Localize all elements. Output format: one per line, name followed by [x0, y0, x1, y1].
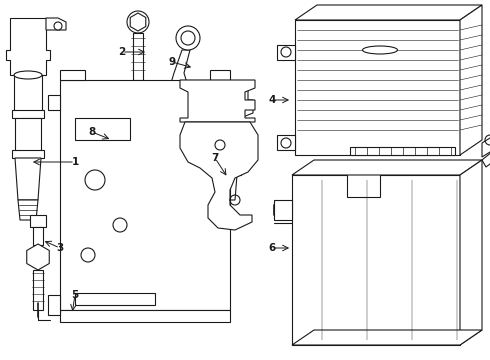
- Polygon shape: [277, 45, 295, 60]
- Polygon shape: [33, 227, 43, 245]
- Polygon shape: [295, 20, 460, 155]
- Polygon shape: [168, 50, 190, 113]
- Circle shape: [54, 22, 62, 30]
- Polygon shape: [27, 244, 49, 270]
- Text: 8: 8: [88, 127, 96, 137]
- Polygon shape: [48, 95, 60, 110]
- Polygon shape: [274, 200, 292, 220]
- Polygon shape: [218, 120, 238, 175]
- Polygon shape: [15, 118, 41, 155]
- Text: 1: 1: [72, 157, 78, 167]
- Polygon shape: [292, 330, 482, 345]
- Polygon shape: [210, 70, 230, 80]
- Ellipse shape: [14, 71, 42, 79]
- Polygon shape: [12, 150, 44, 158]
- Polygon shape: [33, 270, 43, 310]
- Polygon shape: [6, 18, 50, 75]
- Polygon shape: [15, 158, 41, 200]
- Text: 3: 3: [56, 243, 64, 253]
- Polygon shape: [350, 147, 455, 155]
- Bar: [75, 118, 130, 140]
- Polygon shape: [215, 165, 241, 175]
- Polygon shape: [203, 85, 253, 120]
- Text: 9: 9: [169, 57, 175, 67]
- Circle shape: [181, 31, 195, 45]
- Polygon shape: [295, 5, 482, 20]
- Polygon shape: [130, 13, 146, 31]
- Polygon shape: [180, 80, 255, 122]
- Text: 7: 7: [211, 153, 219, 163]
- Polygon shape: [18, 200, 38, 220]
- Bar: [75, 293, 155, 305]
- Polygon shape: [133, 33, 143, 80]
- Polygon shape: [100, 115, 135, 157]
- Polygon shape: [14, 75, 42, 115]
- Ellipse shape: [363, 46, 397, 54]
- Text: 6: 6: [269, 243, 275, 253]
- Polygon shape: [292, 175, 460, 345]
- Polygon shape: [30, 215, 46, 227]
- Polygon shape: [277, 135, 295, 150]
- Polygon shape: [219, 175, 237, 200]
- Polygon shape: [292, 160, 482, 175]
- Polygon shape: [12, 110, 44, 118]
- Text: 2: 2: [119, 47, 125, 57]
- Polygon shape: [460, 160, 482, 345]
- Polygon shape: [60, 80, 230, 310]
- Text: 4: 4: [269, 95, 276, 105]
- Polygon shape: [60, 70, 85, 80]
- Polygon shape: [460, 5, 482, 155]
- Polygon shape: [48, 295, 60, 315]
- Polygon shape: [482, 133, 490, 157]
- Circle shape: [176, 26, 200, 50]
- Polygon shape: [60, 310, 230, 322]
- Polygon shape: [482, 147, 490, 167]
- Polygon shape: [46, 18, 66, 30]
- Text: 5: 5: [72, 290, 78, 300]
- Polygon shape: [180, 122, 258, 230]
